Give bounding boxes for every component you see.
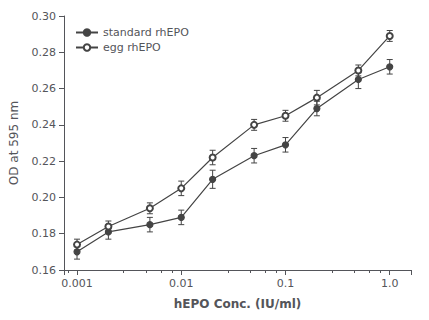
- svg-text:1.0: 1.0: [381, 277, 399, 290]
- svg-text:0.24: 0.24: [32, 118, 57, 131]
- svg-text:0.30: 0.30: [32, 10, 57, 23]
- svg-text:0.20: 0.20: [32, 191, 57, 204]
- svg-text:egg rhEPO: egg rhEPO: [103, 41, 161, 54]
- svg-text:0.18: 0.18: [32, 227, 57, 240]
- svg-text:standard rhEPO: standard rhEPO: [103, 26, 189, 39]
- svg-text:0.01: 0.01: [169, 277, 194, 290]
- svg-text:0.28: 0.28: [32, 46, 57, 59]
- svg-text:0.16: 0.16: [32, 264, 57, 277]
- svg-text:0.1: 0.1: [277, 277, 295, 290]
- svg-text:OD at 595 nm: OD at 595 nm: [7, 101, 21, 185]
- svg-text:0.001: 0.001: [61, 277, 93, 290]
- svg-text:0.22: 0.22: [32, 155, 57, 168]
- svg-text:0.26: 0.26: [32, 82, 57, 95]
- svg-text:hEPO Conc. (IU/ml): hEPO Conc. (IU/ml): [174, 297, 302, 311]
